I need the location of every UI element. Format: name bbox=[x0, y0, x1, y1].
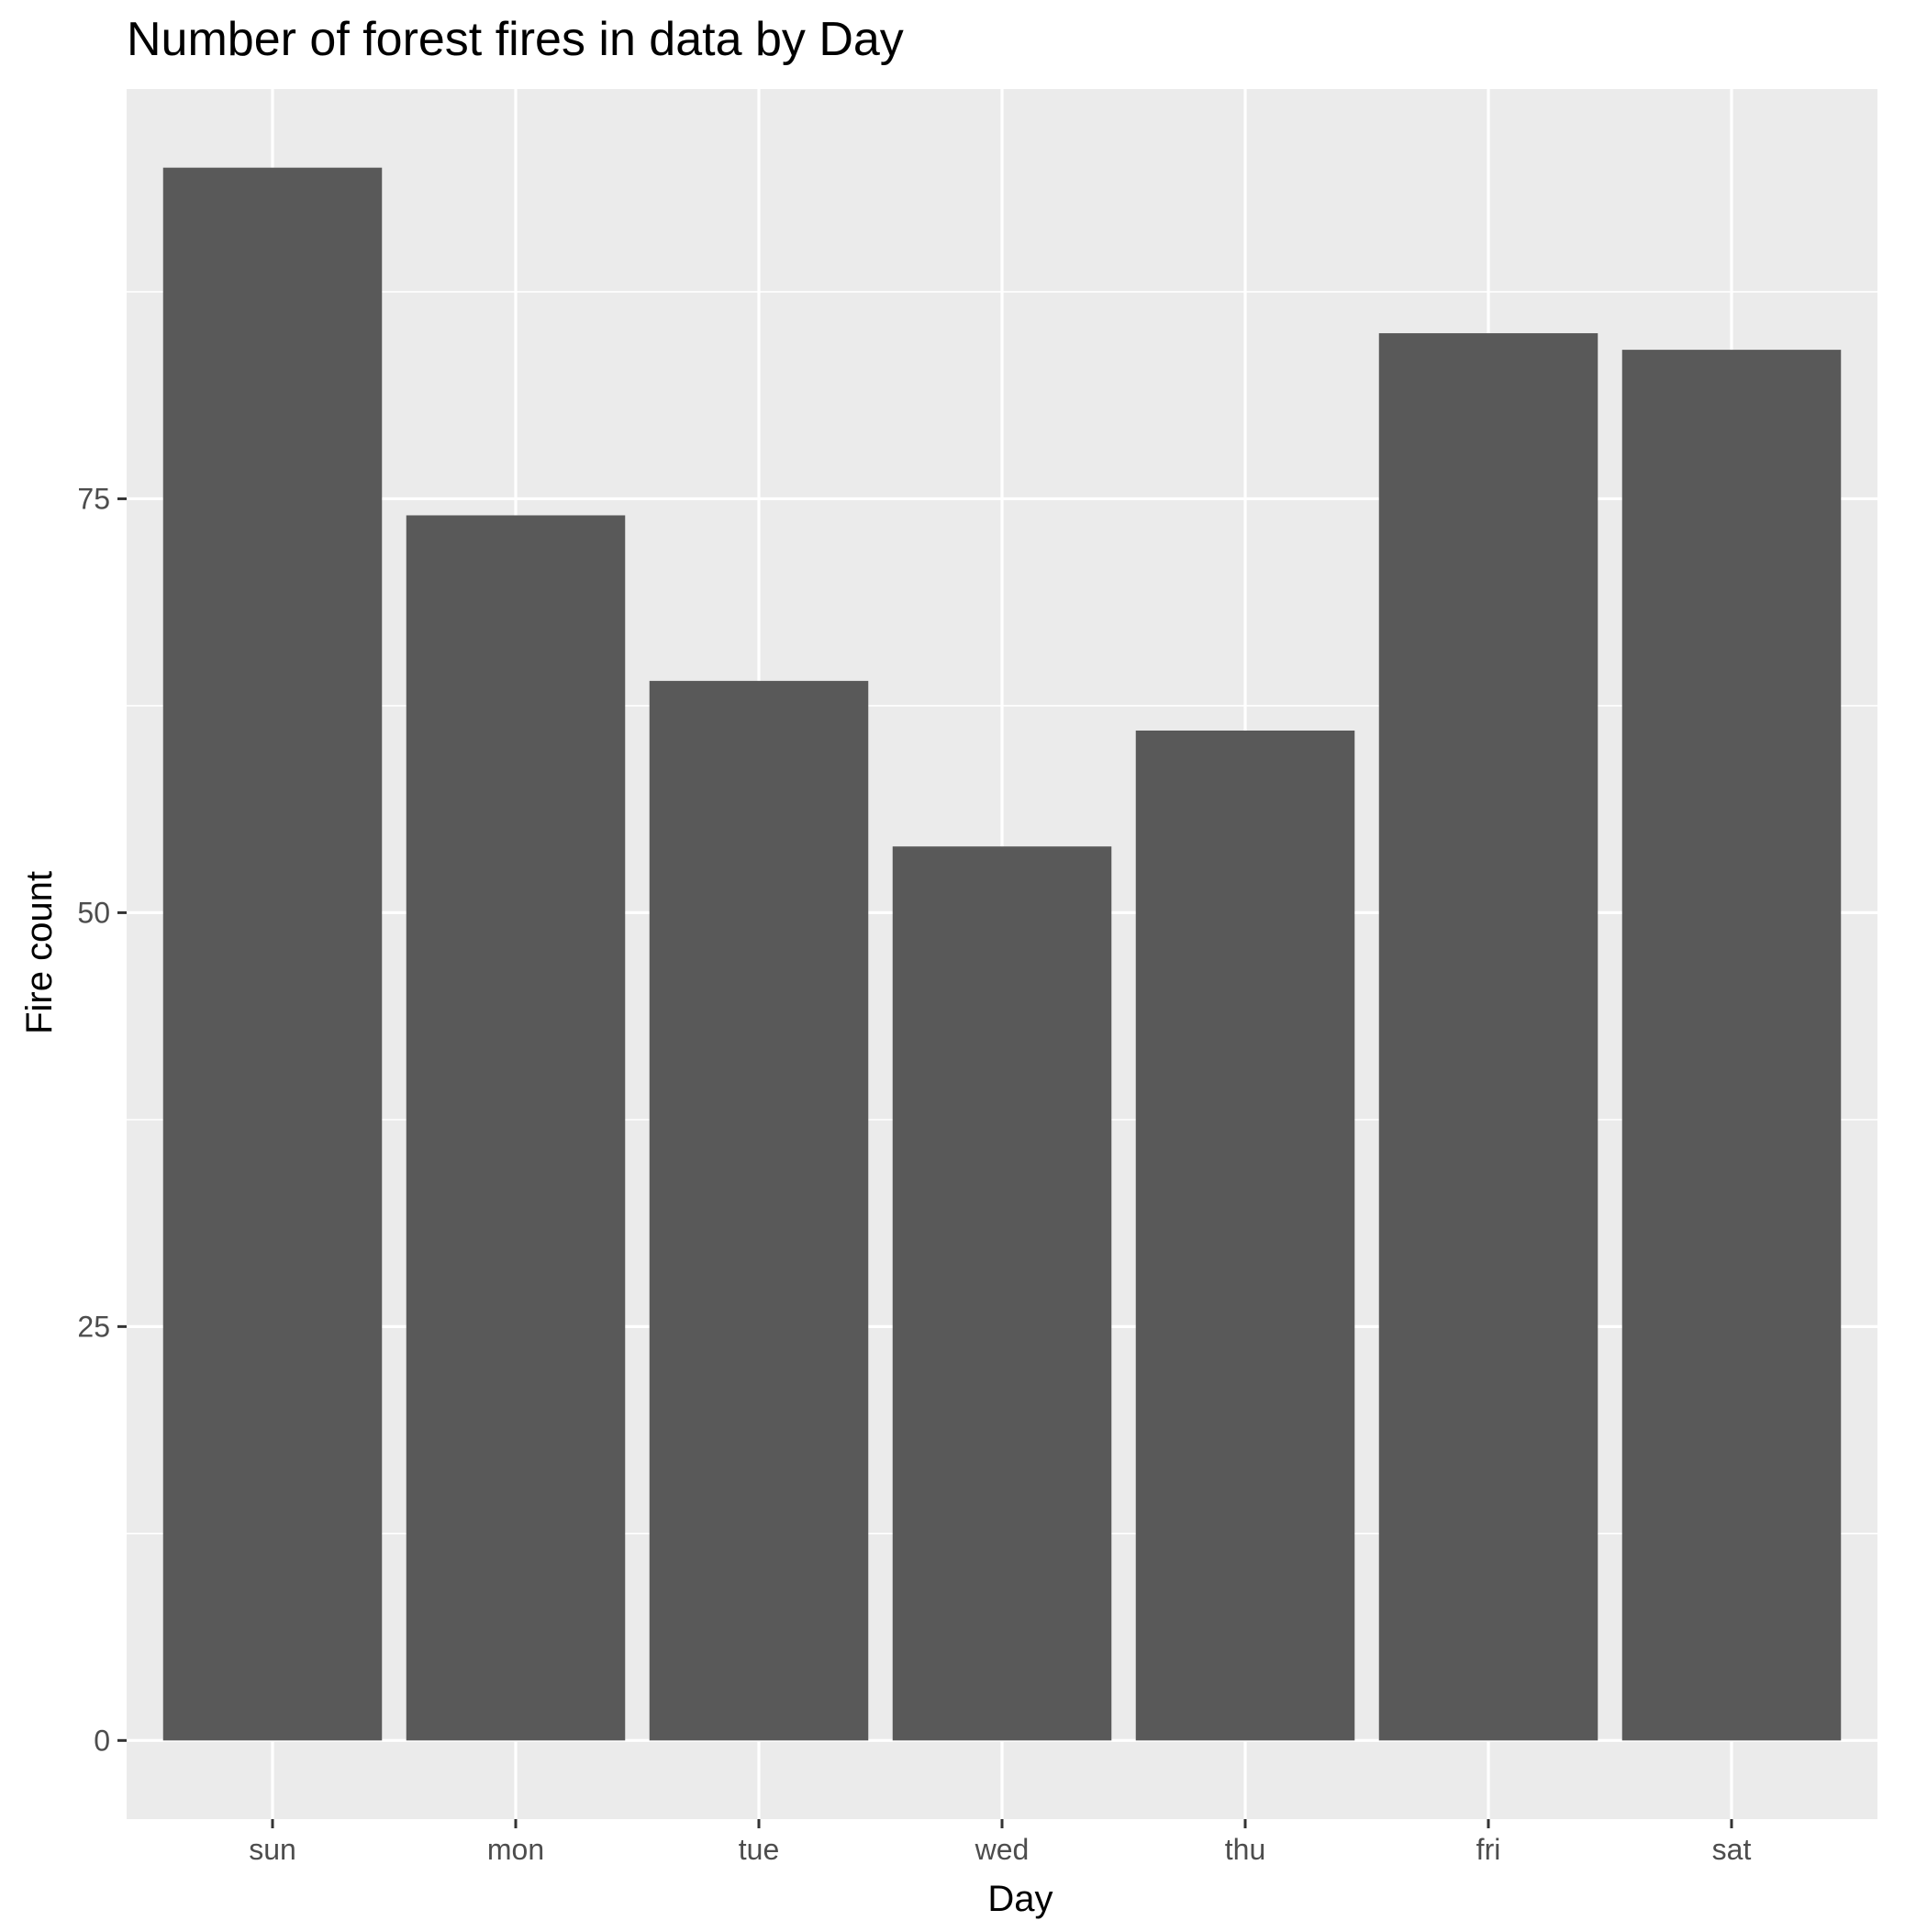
x-tick-label-sat: sat bbox=[1712, 1833, 1752, 1866]
y-tick-label: 0 bbox=[94, 1724, 110, 1757]
x-tick-label-fri: fri bbox=[1476, 1833, 1501, 1866]
x-tick-label-sun: sun bbox=[249, 1833, 296, 1866]
x-tick-label-mon: mon bbox=[487, 1833, 544, 1866]
x-axis-title: Day bbox=[987, 1879, 1053, 1919]
y-axis: 0 25 50 75 bbox=[77, 482, 127, 1757]
bar-sun bbox=[162, 167, 383, 1741]
x-axis: sun mon tue wed thu fri sat bbox=[249, 1819, 1751, 1866]
x-tick-label-wed: wed bbox=[975, 1833, 1030, 1866]
x-tick-label-tue: tue bbox=[739, 1833, 779, 1866]
x-tick-label-thu: thu bbox=[1225, 1833, 1265, 1866]
bars bbox=[162, 167, 1842, 1741]
chart-title: Number of forest fires in data by Day bbox=[127, 13, 904, 66]
bar-mon bbox=[406, 515, 626, 1741]
bar-thu bbox=[1135, 730, 1355, 1741]
bar-sat bbox=[1621, 350, 1842, 1741]
bar-tue bbox=[649, 680, 869, 1741]
bar-fri bbox=[1378, 333, 1598, 1741]
y-tick-label: 75 bbox=[77, 482, 110, 515]
y-axis-title: Fire count bbox=[19, 871, 60, 1034]
bar-wed bbox=[892, 846, 1112, 1741]
y-tick-label: 50 bbox=[77, 896, 110, 929]
y-tick-label: 25 bbox=[77, 1310, 110, 1343]
